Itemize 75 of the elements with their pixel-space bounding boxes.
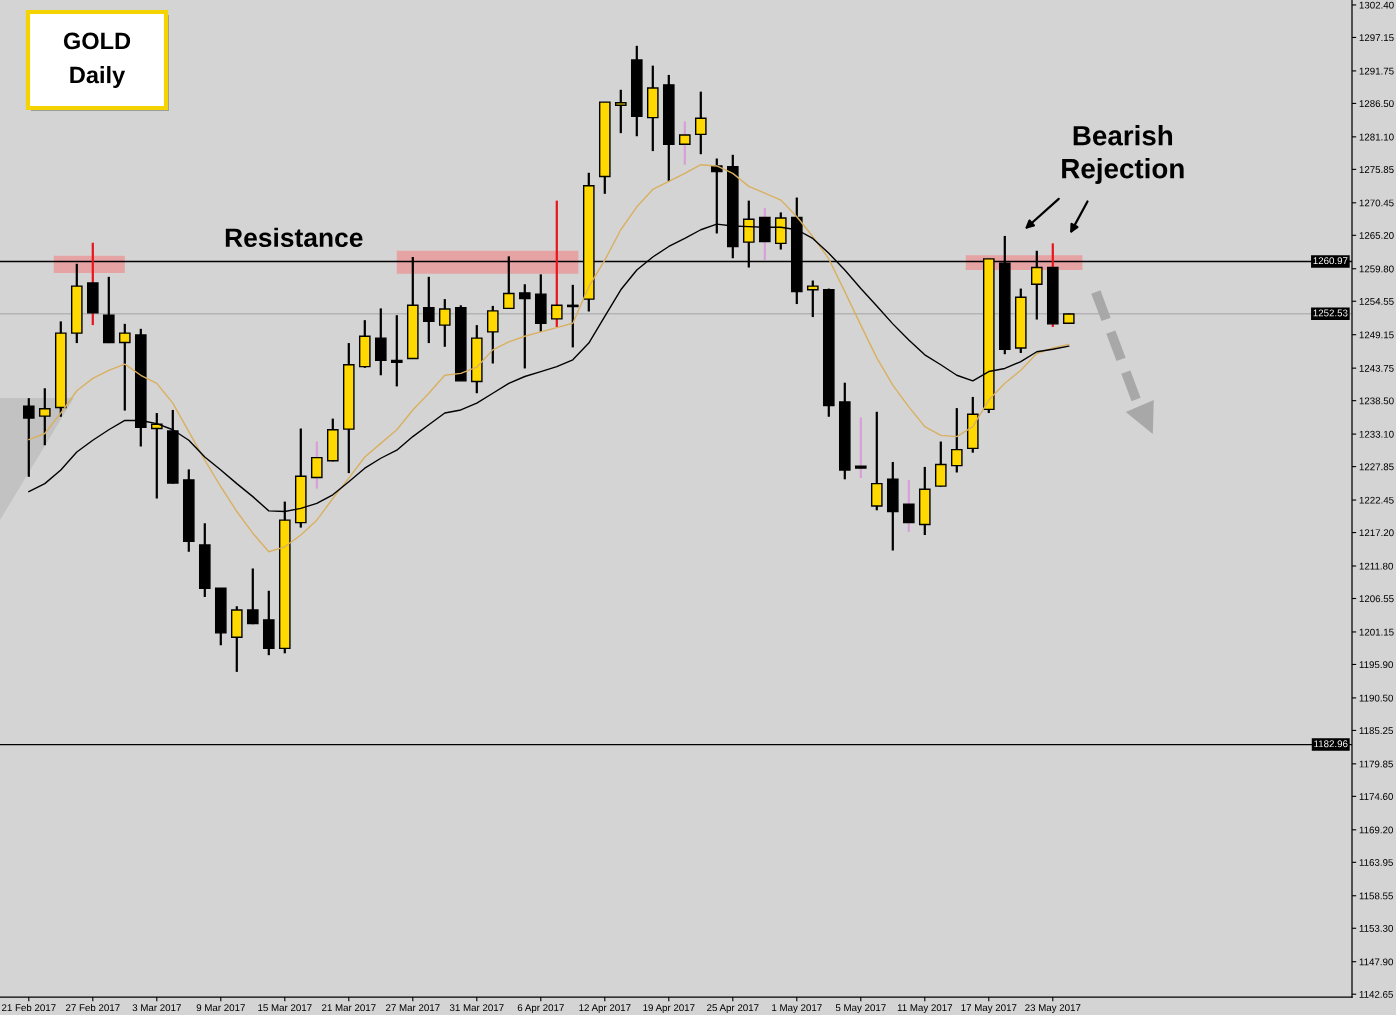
y-tick-label: 1174.60 xyxy=(1359,793,1393,800)
candlestick xyxy=(950,406,963,474)
candlestick xyxy=(870,410,883,512)
x-tick-label: 15 Mar 2017 xyxy=(258,1004,312,1012)
annotation: Bearish Rejection xyxy=(1062,125,1184,184)
y-tick-label: 1185.25 xyxy=(1359,727,1393,735)
y-tick-label: 1243.75 xyxy=(1359,364,1394,372)
x-tick-label: 3 Mar 2017 xyxy=(132,1004,181,1012)
candlestick xyxy=(934,440,947,488)
y-tick-label: 1163.95 xyxy=(1359,859,1393,866)
candlestick xyxy=(22,397,35,478)
y-tick-label: 1259.80 xyxy=(1359,265,1394,273)
candlestick xyxy=(854,416,867,480)
y-tick-label: 1179.85 xyxy=(1359,760,1393,768)
candlestick xyxy=(118,322,131,412)
y-tick-label: 1302.40 xyxy=(1359,1,1394,9)
y-tick-label: 1153.30 xyxy=(1359,925,1393,932)
x-tick-label: 25 Apr 2017 xyxy=(707,1004,759,1014)
y-tick-label: 1158.55 xyxy=(1359,892,1393,900)
x-tick-label: 12 Apr 2017 xyxy=(579,1004,631,1014)
y-tick-label: 1275.85 xyxy=(1359,166,1394,173)
candlestick xyxy=(518,283,531,370)
y-tick-label: 1281.10 xyxy=(1359,133,1394,141)
x-tick-label: 19 Apr 2017 xyxy=(643,1004,695,1014)
y-tick-label: 1249.15 xyxy=(1359,331,1394,339)
y-tick-label: 1195.90 xyxy=(1359,661,1393,669)
ref-line-label: 1252.53 xyxy=(1313,309,1348,317)
ref-line-label: 1182.96 xyxy=(1314,740,1348,748)
x-tick-label: 1 May 2017 xyxy=(772,1004,822,1014)
y-tick-label: 1286.50 xyxy=(1359,100,1394,108)
candlestick xyxy=(614,88,627,135)
y-tick-label: 1217.20 xyxy=(1359,529,1394,537)
candlestick xyxy=(38,387,51,447)
candlestick xyxy=(678,120,691,166)
x-tick-label: 5 May 2017 xyxy=(835,1004,886,1014)
text: Daily xyxy=(70,66,126,88)
x-tick-label: 9 Mar 2017 xyxy=(196,1004,245,1012)
x-tick-label: 11 May 2017 xyxy=(897,1004,953,1014)
y-tick-label: 1254.55 xyxy=(1359,298,1394,305)
y-tick-label: 1227.85 xyxy=(1359,463,1394,471)
y-tick-label: 1142.65 xyxy=(1359,990,1393,998)
candlestick xyxy=(310,440,323,490)
y-tick-label: 1222.45 xyxy=(1359,496,1394,504)
candlestick xyxy=(390,314,403,388)
x-tick-label: 23 May 2017 xyxy=(1025,1004,1081,1014)
candlestick xyxy=(806,279,819,319)
candlestick xyxy=(438,297,451,348)
candlestick xyxy=(694,90,707,156)
y-tick-label: 1201.15 xyxy=(1359,628,1394,636)
x-tick-label: 27 Mar 2017 xyxy=(386,1004,440,1012)
y-tick-label: 1233.10 xyxy=(1359,430,1394,438)
x-tick-label: 17 May 2017 xyxy=(961,1004,1017,1014)
y-tick-label: 1190.50 xyxy=(1359,694,1393,702)
candlestick xyxy=(486,304,499,365)
annotation: Resistance xyxy=(225,227,363,248)
x-tick-label: 21 Mar 2017 xyxy=(322,1004,376,1012)
y-tick-label: 1270.45 xyxy=(1359,199,1394,207)
y-tick-label: 1206.55 xyxy=(1359,595,1394,603)
y-tick-label: 1169.20 xyxy=(1359,826,1393,834)
x-tick-label: 27 Feb 2017 xyxy=(65,1003,120,1012)
x-tick-label: 21 Feb 2017 xyxy=(1,1003,56,1012)
ref-line-label: 1260.97 xyxy=(1313,257,1348,265)
candlestick xyxy=(246,567,259,626)
text: GOLD xyxy=(63,32,131,50)
y-tick-label: 1238.50 xyxy=(1359,397,1394,405)
y-tick-label: 1291.75 xyxy=(1359,67,1394,75)
y-tick-label: 1147.90 xyxy=(1359,958,1393,966)
y-tick-label: 1297.15 xyxy=(1359,34,1394,42)
y-tick-label: 1211.80 xyxy=(1359,562,1393,570)
x-tick-label: 6 Apr 2017 xyxy=(517,1004,564,1014)
candlestick xyxy=(422,275,435,345)
y-tick-label: 1265.20 xyxy=(1359,232,1394,239)
candlestick xyxy=(902,478,915,534)
x-tick-label: 31 Mar 2017 xyxy=(449,1004,504,1012)
candlestick xyxy=(374,307,387,377)
